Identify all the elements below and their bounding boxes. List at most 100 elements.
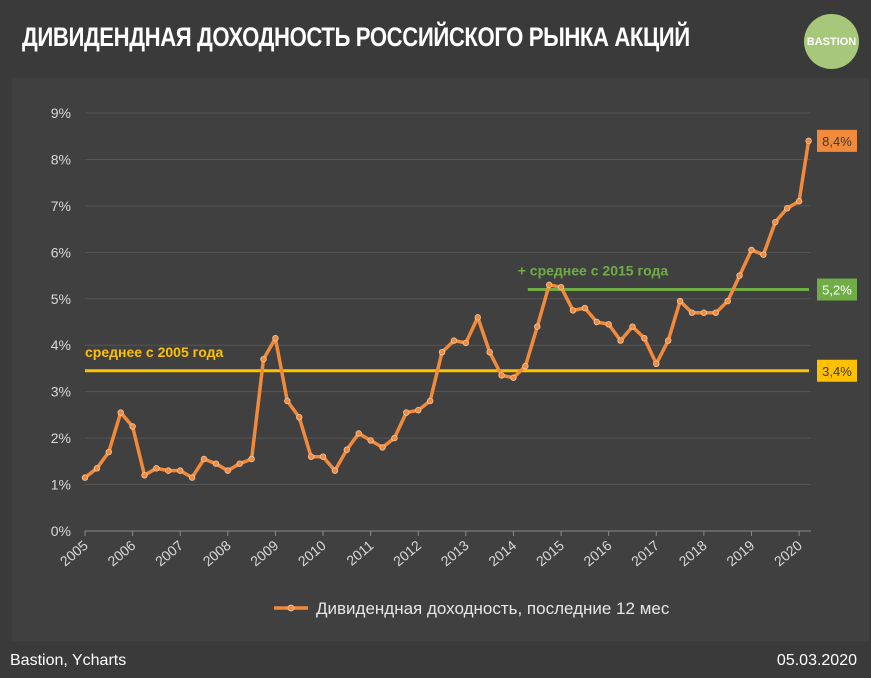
data-point: [403, 409, 410, 416]
legend-label: Дивидендная доходность, последние 12 мес: [316, 599, 670, 618]
data-point: [545, 281, 553, 289]
y-tick-label: 2%: [51, 430, 71, 446]
data-point: [783, 205, 791, 212]
data-point: [319, 453, 327, 460]
data-point: [141, 472, 148, 479]
y-tick-label: 3%: [51, 384, 71, 400]
data-point: [700, 309, 708, 316]
y-tick-label: 9%: [51, 105, 71, 121]
series-line: [83, 139, 811, 480]
data-point: [307, 453, 315, 460]
data-point: [772, 218, 779, 226]
data-point: [805, 137, 812, 145]
x-tick-label: 2015: [533, 537, 567, 569]
x-tick-label: 2013: [438, 537, 472, 569]
average-2005-badge: [817, 359, 857, 382]
date-note: 05.03.2020: [776, 652, 857, 669]
header: ДИВИДЕНДНАЯ ДОХОДНОСТЬ РОССИЙСКОГО РЫНКА…: [0, 0, 871, 78]
data-point: [581, 304, 589, 312]
data-point: [438, 348, 446, 356]
data-point: [795, 198, 803, 205]
data-point: [474, 314, 481, 321]
data-point: [748, 246, 755, 254]
data-point: [641, 335, 648, 342]
data-point: [236, 460, 243, 467]
source-note: Bastion, Ycharts: [10, 652, 127, 669]
page-title: ДИВИДЕНДНАЯ ДОХОДНОСТЬ РОССИЙСКОГО РЫНКА…: [22, 22, 690, 52]
data-point: [129, 423, 136, 430]
data-point: [462, 339, 470, 347]
x-tick-label: 2005: [57, 537, 91, 569]
x-tick-label: 2017: [628, 537, 662, 569]
data-point: [188, 474, 196, 481]
data-point: [629, 323, 636, 330]
data-point: [165, 467, 172, 474]
x-tick-label: 2016: [580, 537, 614, 569]
data-point: [557, 283, 565, 291]
data-point: [117, 409, 124, 416]
data-point: [605, 321, 612, 328]
data-point: [367, 437, 374, 444]
y-tick-label: 5%: [51, 291, 71, 307]
x-tick-label: 2020: [771, 537, 805, 569]
data-point: [272, 335, 279, 342]
x-tick-label: 2010: [295, 537, 329, 569]
data-point: [81, 474, 89, 481]
data-point: [415, 407, 422, 414]
data-point: [676, 297, 684, 305]
x-tick-label: 2018: [676, 537, 710, 569]
average-2015-label: + среднее с 2015 года: [518, 262, 669, 278]
data-point: [284, 397, 291, 405]
x-tick-label: 2012: [390, 537, 424, 569]
x-tick-label: 2008: [200, 537, 234, 569]
legend-marker: [287, 604, 295, 612]
data-point: [498, 372, 505, 379]
y-tick-label: 4%: [51, 337, 71, 353]
data-point: [426, 397, 434, 405]
data-point: [355, 430, 362, 437]
data-point: [153, 465, 160, 472]
x-tick-label: 2006: [104, 537, 138, 569]
data-point: [522, 362, 529, 370]
bastion-logo: BASTION: [804, 14, 859, 69]
average-2005-label: среднее с 2005 года: [85, 344, 224, 360]
data-point: [510, 374, 517, 381]
data-point: [712, 309, 719, 316]
data-point: [724, 297, 731, 305]
data-point: [486, 348, 493, 356]
y-tick-label: 7%: [51, 198, 71, 214]
x-tick-label: 2011: [343, 537, 377, 569]
dividend-yield-chart: 0% 1% 2% 3% 4% 5% 6% 7% 8% 9% 2005 2006 2007 2008 2009…: [51, 105, 857, 618]
data-point: [248, 455, 255, 463]
y-tick-label: 8%: [51, 151, 71, 167]
data-point: [224, 467, 232, 474]
data-point: [343, 446, 351, 453]
data-point: [177, 467, 184, 474]
data-point: [200, 455, 208, 463]
x-tick-label: 2019: [723, 537, 757, 569]
average-2015-badge: [817, 278, 857, 301]
data-point: [593, 318, 600, 326]
y-tick-label: 0%: [51, 523, 71, 539]
chart-panel: 0% 1% 2% 3% 4% 5% 6% 7% 8% 9% 2005 2006 2007 2008 2009…: [12, 78, 869, 641]
data-point: [534, 323, 541, 330]
x-tick-label: 2014: [485, 537, 519, 569]
data-point: [450, 337, 458, 344]
y-tick-label: 1%: [51, 477, 71, 493]
data-point: [93, 465, 101, 472]
average-2005-value: 3,4%: [822, 364, 852, 379]
data-point: [569, 307, 577, 314]
data-point: [105, 448, 113, 456]
data-point: [379, 444, 386, 451]
y-tick-label: 6%: [51, 244, 71, 260]
data-point: [688, 309, 696, 316]
last-value-label: 8,4%: [822, 134, 852, 149]
last-value-badge: [817, 129, 857, 152]
data-point: [617, 337, 624, 344]
data-point: [760, 251, 767, 258]
average-2015-value: 5,2%: [822, 282, 852, 297]
data-point: [296, 414, 303, 421]
x-tick-label: 2009: [247, 537, 281, 569]
data-point: [736, 272, 743, 279]
data-point: [664, 337, 672, 344]
